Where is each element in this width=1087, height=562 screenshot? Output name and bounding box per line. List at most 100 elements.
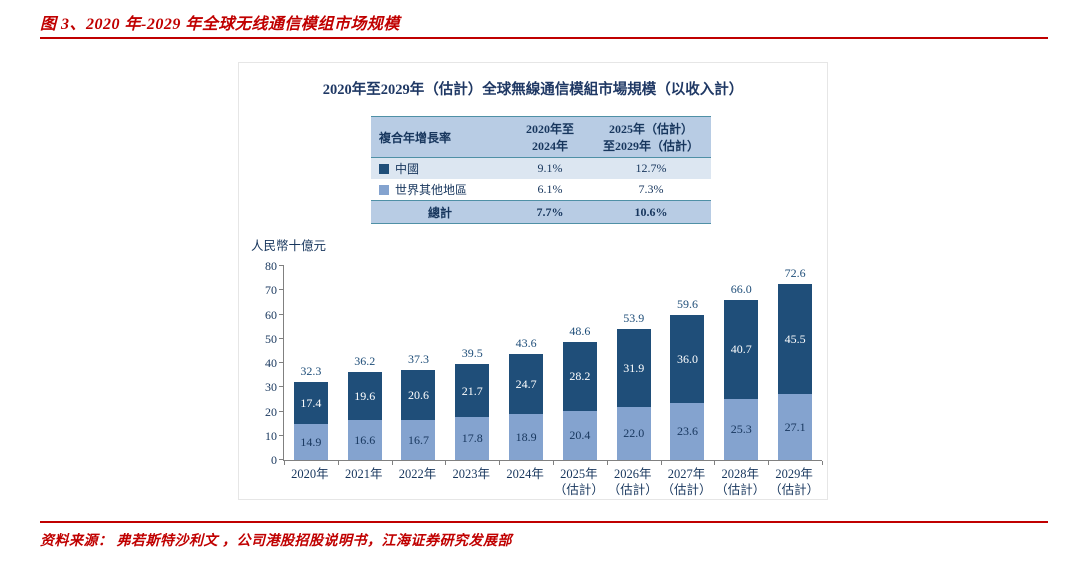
bar-value-label: 23.6 (676, 424, 698, 439)
cagr-header-metric: 複合年增長率 (379, 130, 452, 145)
x-tick-mark (284, 461, 285, 465)
bottom-divider (40, 521, 1048, 523)
x-tick-mark (606, 461, 608, 465)
bar-group: 25.3 40.7 66.0 (714, 266, 768, 460)
cagr-row-china-label-cell: 中國 (371, 158, 509, 179)
x-tick-mark (768, 461, 770, 465)
cagr-header-period-2: 2025年（估計） 至2029年（估計） (602, 122, 699, 153)
bar-group: 20.4 28.2 48.6 (553, 266, 607, 460)
bar-group: 27.1 45.5 72.6 (768, 266, 822, 460)
cagr-value: 7.3% (638, 182, 664, 196)
x-axis-label: 2021年 (344, 467, 383, 481)
bar-segment-china: 40.7 (724, 299, 759, 399)
cagr-value: 6.1% (537, 182, 563, 196)
chart-panel: 2020年至2029年（估計）全球無線通信模組市場規模（以收入計） 複合年增長率… (238, 62, 828, 500)
y-tick-mark (279, 337, 284, 339)
y-tick-label: 60 (265, 307, 277, 322)
bar-segment-china: 21.7 (455, 364, 490, 417)
bar-segment-china: 45.5 (778, 283, 813, 395)
bar-total-label: 39.5 (461, 346, 483, 361)
bar-segment-china: 20.6 (401, 369, 436, 420)
cagr-row-china: 中國 9.1% 12.7% (371, 158, 711, 179)
bar-group: 22.0 31.9 53.9 (607, 266, 661, 460)
bar-value-label: 31.9 (623, 360, 645, 375)
x-axis-label: 2025年 （估計） (553, 467, 604, 498)
bar-group: 17.8 21.7 39.5 (445, 266, 499, 460)
y-tick-mark (279, 362, 284, 363)
x-axis-label: 2020年 (291, 467, 329, 481)
bar-value-label: 20.6 (407, 387, 429, 402)
bar-total-label: 72.6 (784, 265, 806, 280)
bar-segment-rest-of-world: 17.8 (455, 416, 490, 460)
bar-value-label: 18.9 (515, 430, 537, 445)
bar-group: 16.7 20.6 37.3 (392, 266, 446, 460)
bar-value-label: 19.6 (354, 388, 376, 403)
bar-segment-china: 19.6 (347, 372, 382, 420)
y-tick-label: 80 (265, 259, 277, 273)
bar-segment-rest-of-world: 23.6 (670, 402, 705, 460)
cagr-value: 12.7% (635, 161, 667, 175)
y-tick-label: 70 (265, 283, 277, 298)
bar-group: 14.9 17.4 32.3 (284, 266, 338, 460)
x-tick-mark (660, 461, 662, 465)
x-axis-label: 2027年 （估計） (661, 467, 712, 498)
y-axis-unit-label: 人民幣十億元 (251, 239, 327, 253)
y-axis-labels: 0 10 20 30 40 50 60 70 80 (239, 259, 277, 467)
bar-segment-china: 36.0 (670, 315, 705, 403)
x-axis-label: 2029年 （估計） (769, 467, 820, 498)
cagr-table-header-row: 複合年增長率 2020年至 2024年 2025年（估計） 至2029年（估計） (371, 117, 711, 158)
cagr-row-rest-of-world: 世界其他地區 6.1% 7.3% (371, 179, 711, 200)
x-axis-labels: 2020年 2021年 2022年 2023年 2024年 2025年 （估計） 2026年（… (283, 460, 821, 500)
x-tick-mark (337, 461, 339, 465)
x-tick-mark (499, 461, 501, 465)
y-tick-mark (279, 313, 284, 315)
y-tick-mark (279, 459, 284, 460)
bar-value-label: 16.6 (354, 432, 376, 447)
bar-group: 16.6 19.6 36.2 (338, 266, 392, 460)
legend-swatch-china (379, 163, 389, 174)
bar-segment-china: 28.2 (562, 342, 597, 411)
bar-total-label: 59.6 (676, 297, 698, 312)
bar-segment-china: 24.7 (509, 354, 544, 415)
x-axis-label: 2028年 （估計） (715, 467, 766, 498)
bar-total-label: 66.0 (730, 281, 752, 296)
bar-segment-china: 17.4 (293, 381, 328, 424)
bar-total-label: 37.3 (407, 351, 429, 366)
cagr-row-label: 中國 (395, 162, 420, 176)
y-tick-label: 40 (265, 356, 277, 370)
y-tick-label: 10 (265, 428, 277, 443)
bar-value-label: 17.8 (461, 431, 483, 446)
x-tick-mark (391, 461, 393, 465)
x-tick-mark (714, 461, 716, 465)
bar-value-label: 45.5 (784, 332, 806, 347)
cagr-value: 9.1% (537, 161, 563, 175)
y-tick-label: 30 (265, 380, 277, 395)
cagr-value: 10.6% (634, 204, 668, 219)
x-axis-label: 2026年 （估計） (607, 467, 658, 498)
bar-segment-rest-of-world: 16.6 (347, 419, 382, 460)
bar-value-label: 36.0 (676, 352, 698, 367)
y-tick-mark (279, 289, 284, 291)
source-note: 资料来源： 弗若斯特沙利文 ，公司港股招股说明书，江海证券研究发展部 (40, 534, 512, 549)
top-divider (40, 37, 1048, 39)
x-axis-label: 2024年 (506, 467, 544, 481)
bar-segment-rest-of-world: 27.1 (778, 394, 813, 460)
bar-value-label: 21.7 (461, 383, 483, 398)
cagr-header-period-1: 2020年至 2024年 (525, 122, 574, 153)
bar-group: 23.6 36.0 59.6 (661, 266, 715, 460)
x-axis-label: 2022年 (398, 467, 437, 481)
x-tick-mark (445, 461, 447, 465)
bar-value-label: 28.2 (569, 369, 591, 384)
bar-value-label: 20.4 (569, 428, 591, 443)
y-tick-mark (279, 434, 284, 436)
cagr-row-rest-of-world-label-cell: 世界其他地區 (371, 179, 509, 200)
bar-segment-rest-of-world: 16.7 (401, 419, 436, 460)
x-tick-mark (553, 461, 554, 465)
bar-segment-rest-of-world: 14.9 (293, 423, 328, 460)
y-tick-label: 0 (271, 453, 277, 467)
bar-value-label: 14.9 (300, 434, 322, 449)
y-tick-mark (279, 386, 284, 388)
bar-value-label: 25.3 (730, 422, 752, 437)
bar-total-label: 43.6 (515, 336, 537, 351)
plot-area: 14.9 17.4 32.3 16.6 19.6 36.2 16.7 20.6 37.3 17.8… (279, 265, 823, 465)
